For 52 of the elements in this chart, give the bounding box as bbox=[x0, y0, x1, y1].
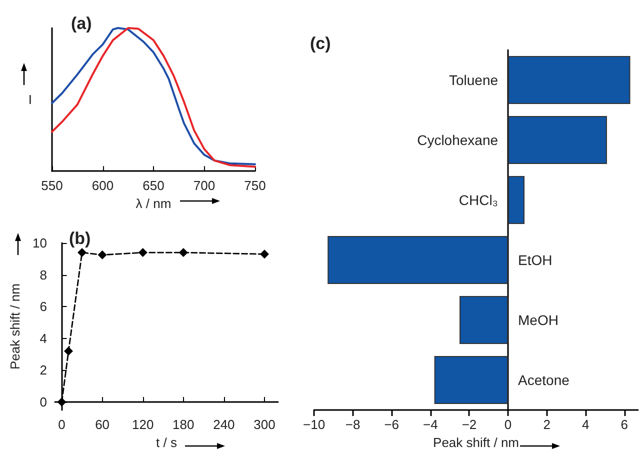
x-tick-label: −10 bbox=[302, 417, 326, 432]
point bbox=[57, 398, 66, 407]
point bbox=[64, 346, 74, 356]
y-tick-label: Cyclohexane bbox=[417, 132, 498, 148]
x-tick-label: 0 bbox=[58, 417, 66, 432]
x-tick-label: −4 bbox=[423, 417, 438, 432]
bar bbox=[460, 296, 508, 344]
bar bbox=[328, 236, 508, 284]
x-tick-label: 300 bbox=[254, 417, 276, 432]
x-tick-label: 600 bbox=[92, 178, 114, 194]
x-axis-title: λ / nm bbox=[136, 196, 172, 211]
x-tick-label: 700 bbox=[193, 178, 216, 194]
y-tick-label: 2 bbox=[40, 362, 47, 378]
y-tick-label: 0 bbox=[40, 394, 47, 410]
x-tick-label: 550 bbox=[41, 178, 63, 194]
bar bbox=[434, 356, 508, 404]
x-axis-title: t / s bbox=[156, 434, 178, 450]
x-tick-label: −6 bbox=[384, 417, 400, 432]
x-tick-label: 240 bbox=[213, 417, 235, 432]
y-tick-label: 10 bbox=[32, 236, 47, 250]
y-tick-label: EtOH bbox=[518, 252, 552, 268]
x-tick-label: 6 bbox=[620, 417, 628, 432]
x-tick-label: 60 bbox=[95, 417, 110, 432]
point bbox=[78, 248, 87, 258]
bar bbox=[508, 56, 630, 104]
chart-title: (c) bbox=[310, 34, 331, 53]
y-tick-label: 8 bbox=[40, 267, 47, 282]
y-tick-label: CHCl₃ bbox=[458, 192, 498, 208]
bar bbox=[508, 116, 607, 164]
x-axis-title: Peak shift / nm bbox=[433, 435, 520, 450]
x-tick-label: 4 bbox=[582, 417, 590, 432]
bar bbox=[508, 176, 525, 224]
y-tick-label: 4 bbox=[40, 330, 47, 346]
chart-title: (a) bbox=[71, 14, 92, 33]
x-tick-label: −8 bbox=[345, 417, 360, 432]
x-tick-label: −2 bbox=[462, 417, 477, 432]
x-tick-label: 180 bbox=[172, 417, 194, 432]
y-tick-label: 6 bbox=[40, 299, 47, 314]
y-tick-label: Toluene bbox=[448, 72, 498, 88]
point bbox=[138, 248, 148, 258]
x-tick-label: 650 bbox=[142, 178, 164, 194]
point bbox=[260, 250, 269, 259]
x-tick-label: 750 bbox=[244, 178, 266, 194]
y-tick-label: MeOH bbox=[518, 312, 558, 328]
y-tick-label: Acetone bbox=[518, 372, 570, 388]
x-tick-label: 0 bbox=[504, 417, 512, 432]
point bbox=[98, 250, 107, 260]
point bbox=[178, 248, 188, 258]
x-tick-label: 120 bbox=[132, 417, 154, 432]
y-axis-title: Peak shift / nm bbox=[8, 284, 23, 370]
y-axis-title: I bbox=[28, 92, 32, 108]
chart-title: (b) bbox=[69, 229, 91, 248]
